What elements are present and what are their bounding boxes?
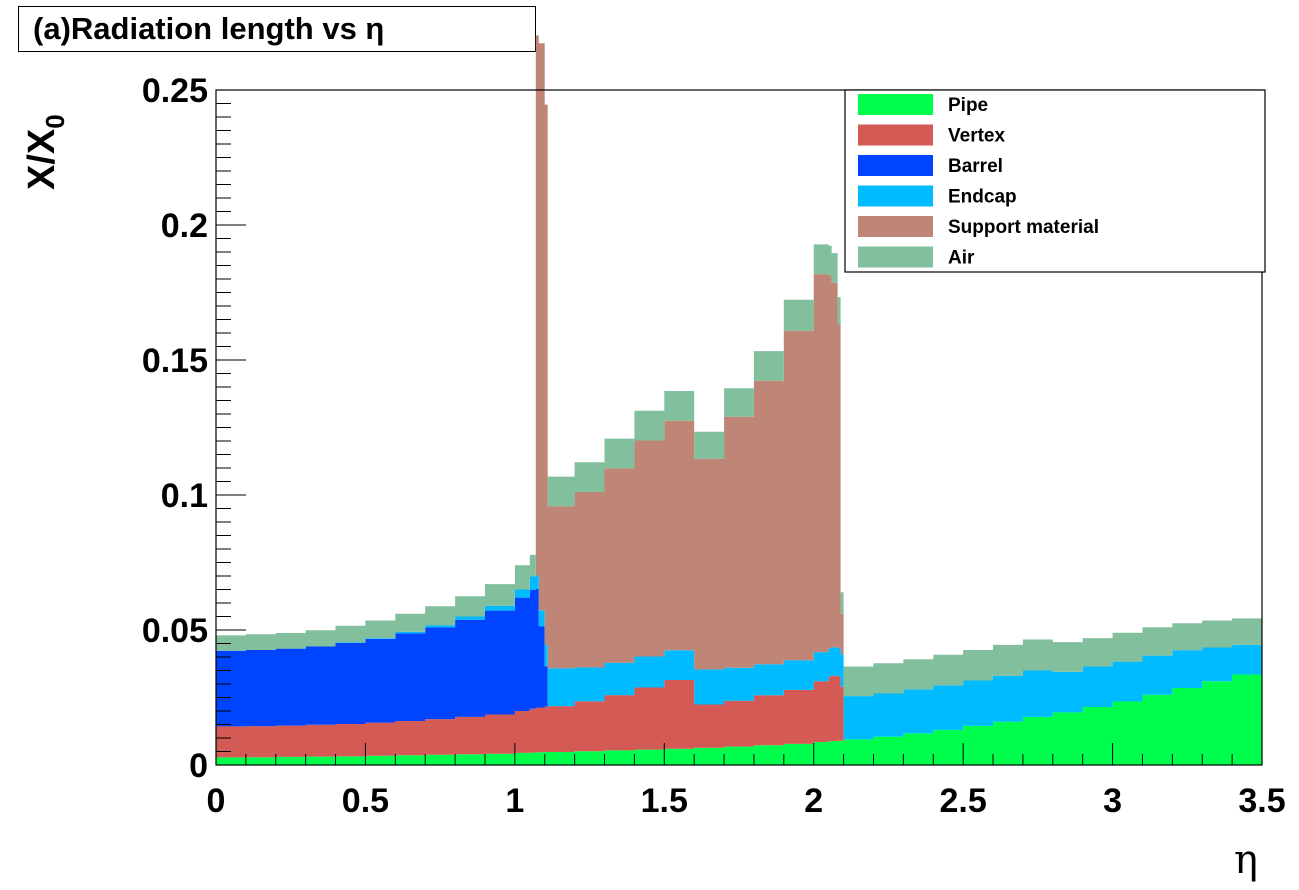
legend-swatch-support-material [858,216,933,237]
area-barrel [216,589,1262,740]
x-tick-label: 2 [804,782,823,820]
x-ticks: 0 0.5 1 1.5 2 2.5 3 3.5 [207,743,1286,820]
legend-swatch-air [858,246,933,268]
area-support-material [216,35,1262,697]
legend-label-air: Air [948,248,975,269]
area-air [216,35,1262,697]
legend-label-vertex: Vertex [948,126,1005,147]
legend-label-barrel: Barrel [948,156,1003,177]
chart-title: (a)Radiation length vs η [18,6,536,52]
x-tick-label: 0.5 [342,782,389,820]
area-pipe [216,667,1262,765]
y-axis-label: X/X0 [21,114,70,190]
y-tick-label: 0.1 [161,477,208,515]
x-tick-label: 1 [505,782,524,820]
area-vertex [216,667,1262,758]
x-tick-label: 3 [1103,782,1122,820]
legend-swatch-barrel [858,155,933,176]
legend: Pipe Vertex Barrel Endcap Support material Ai… [844,89,1266,273]
y-axis-label-main: X/X [21,128,63,190]
x-tick-label: 2.5 [940,782,987,820]
y-ticks: 0 0.05 0.1 0.15 0.2 0.25 [142,72,246,785]
legend-swatch-endcap [858,185,933,207]
x-tick-label: 0 [207,782,226,820]
x-tick-label: 3.5 [1238,782,1285,820]
y-axis-label-subscript: 0 [40,114,70,128]
x-axis-label: η [1234,837,1258,883]
legend-swatch-pipe [858,94,933,115]
area-endcap [216,575,1262,740]
stacked-areas [216,35,1262,765]
y-tick-label: 0.05 [142,612,208,650]
x-tick-label: 1.5 [641,782,688,820]
legend-label-support-material: Support material [948,217,1099,238]
y-tick-label: 0.15 [142,342,208,380]
legend-label-endcap: Endcap [948,187,1017,208]
legend-swatch-vertex [858,124,933,146]
legend-label-pipe: Pipe [948,95,988,116]
y-tick-label: 0 [189,747,208,785]
y-tick-label: 0.2 [161,207,208,245]
y-tick-label: 0.25 [142,72,208,110]
legend-box [844,89,1266,273]
